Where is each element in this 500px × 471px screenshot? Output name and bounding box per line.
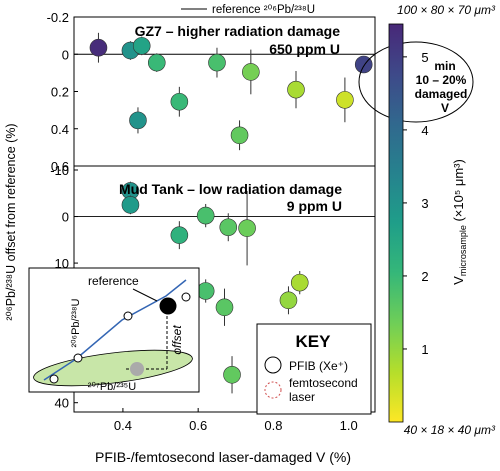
x-tick-label: 1.0 <box>340 418 358 433</box>
colorbar-axis-label-unit: (×10⁵ μm³) <box>451 159 466 225</box>
inset-x-label: ²⁰⁷Pb/²³⁵U <box>88 381 136 393</box>
y-tick-label: 0.6 <box>51 159 69 174</box>
key-box: KEY PFIB (Xe⁺) femtosecond laser <box>256 323 372 415</box>
inset-green-ellipse <box>33 349 193 387</box>
inset-marker-4 <box>181 292 191 302</box>
data-point <box>129 111 147 130</box>
colorbar-tick-label: 1 <box>421 342 428 357</box>
top-panel-frame <box>73 16 376 167</box>
data-point <box>196 206 215 225</box>
data-point <box>208 53 226 72</box>
data-point <box>242 63 260 81</box>
y-tick-label: 0.2 <box>51 85 69 100</box>
y-tick-label: 0 <box>62 210 69 225</box>
inset-reference-label: reference <box>88 274 139 288</box>
y-tick-label: 0 <box>62 47 69 62</box>
inset-reference-point <box>159 297 177 315</box>
data-point <box>223 365 241 384</box>
bottom-panel-title: Mud Tank – low radiation damage <box>119 181 342 197</box>
y-tick-label: 40 <box>55 396 69 411</box>
key-pfib-marker <box>264 356 282 374</box>
inset-reference-arrow <box>132 288 158 302</box>
colorbar-axis-label-sub: microsample <box>458 225 468 276</box>
inset-marker-2 <box>73 353 83 363</box>
y-tick-label: 0.4 <box>51 122 69 137</box>
colorbar: 100 × 80 × 70 μm³ 1 2 3 4 5 Vmicrosample (×1… <box>388 3 496 437</box>
x-tick-label: 0.6 <box>189 418 207 433</box>
data-point <box>196 282 215 300</box>
data-point <box>219 218 238 237</box>
inset-offset-point <box>130 362 144 376</box>
bottom-panel-subtitle: 9 ppm U <box>287 198 342 214</box>
inset-marker-3 <box>123 311 133 321</box>
inset-y-label: ²⁰⁶Pb/²³⁸U <box>70 298 82 347</box>
data-point <box>238 219 256 237</box>
data-point <box>89 38 108 57</box>
data-point <box>170 226 189 244</box>
colorbar-tick-label: 5 <box>421 50 428 65</box>
colorbar-tick-label: 2 <box>421 269 428 284</box>
reference-legend: reference ²⁰⁶Pb/²³⁸U <box>181 4 315 16</box>
colorbar-axis-label-main: V <box>451 276 466 285</box>
data-point <box>336 91 354 109</box>
ellipse-label-line-2: 10 – 20% <box>416 73 467 87</box>
colorbar-tick-label: 3 <box>421 196 428 211</box>
data-point <box>230 126 249 145</box>
y-axis-label: ²⁰⁶Pb/²³⁸U offset from reference (%) <box>4 123 18 320</box>
key-femtosecond-label-line-1: femtosecond <box>289 376 358 390</box>
x-tick-label: 0.8 <box>264 418 282 433</box>
x-tick-label: 0.4 <box>114 418 132 433</box>
ellipse-label-line-1: min <box>434 59 455 73</box>
key-title: KEY <box>296 332 332 351</box>
key-femtosecond-label-line-2: laser <box>289 390 315 404</box>
colorbar-gradient <box>388 23 404 423</box>
data-point <box>170 92 189 111</box>
ellipse-label: min 10 – 20% damaged V <box>415 59 468 115</box>
colorbar-top-label: 100 × 80 × 70 μm³ <box>397 3 496 17</box>
ellipse-label-line-4: V <box>441 101 449 115</box>
reference-legend-label: reference ²⁰⁶Pb/²³⁸U <box>212 4 315 16</box>
key-femtosecond-label: femtosecond laser <box>289 376 358 404</box>
top-panel-subtitle: 650 ppm U <box>269 41 340 57</box>
data-point <box>290 273 309 292</box>
inset-marker-1 <box>49 374 59 384</box>
top-panel-title: GZ7 – higher radiation damage <box>135 23 341 39</box>
key-femtosecond-marker <box>264 381 282 399</box>
inset-diagram: reference offset ²⁰⁶Pb/²³⁸U ²⁰⁷Pb/²³⁵U <box>28 267 200 393</box>
colorbar-ticks: 1 2 3 4 5 <box>403 50 429 357</box>
y-tick-label: -10 <box>50 163 69 178</box>
data-point <box>121 196 140 214</box>
data-point <box>279 291 298 310</box>
colorbar-bottom-label: 40 × 18 × 40 μm³ <box>404 423 496 437</box>
x-axis-label: PFIB-/femtosecond laser-damaged V (%) <box>95 449 351 465</box>
ellipse-label-line-3: damaged <box>415 87 468 101</box>
key-pfib-label: PFIB (Xe⁺) <box>289 359 348 373</box>
inset-offset-label: offset <box>170 325 184 355</box>
y-tick-label: -0.2 <box>47 10 69 25</box>
data-point <box>215 298 234 317</box>
colorbar-tick-label: 4 <box>421 123 428 138</box>
data-point <box>132 37 151 55</box>
data-point <box>287 80 305 99</box>
data-point <box>147 53 166 72</box>
colorbar-axis-label: Vmicrosample (×10⁵ μm³) <box>451 159 468 285</box>
inset-concordia-curve <box>43 279 187 381</box>
y-tick-label: 10 <box>55 256 69 271</box>
damaged-volume-ellipse <box>358 41 474 123</box>
